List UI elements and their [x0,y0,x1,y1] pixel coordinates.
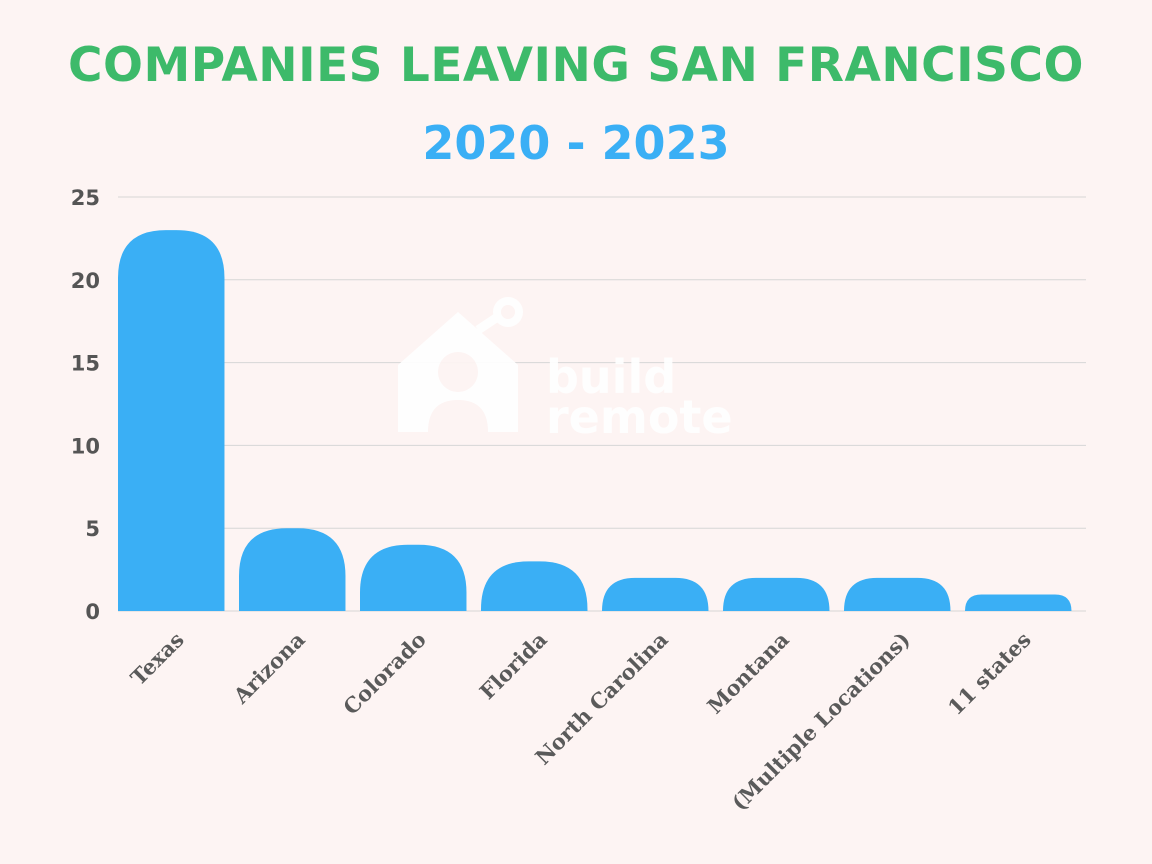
bars [118,230,1072,611]
x-tick-label: Montana [702,627,794,719]
x-tick-label: North Carolina [530,627,673,770]
x-tick-label: 11 states [943,627,1036,720]
y-tick-label: 20 [71,269,100,293]
chart-subtitle: 2020 - 2023 [422,116,730,170]
y-tick-label: 0 [85,600,100,624]
bar-arizona [239,528,346,611]
x-tick-label: Texas [125,627,188,690]
chart-title: COMPANIES LEAVING SAN FRANCISCO [68,38,1084,93]
bar-multiple-locations [844,577,951,611]
x-tick-label: Arizona [228,627,310,709]
watermark-word-build: build [546,350,676,404]
bar-florida [481,561,588,611]
house-icon [398,297,523,432]
bar-north-carolina [602,577,709,611]
y-tick-label: 10 [71,434,100,458]
bar-colorado [360,544,467,611]
watermark-logo: build remote [398,297,733,444]
y-tick-label: 25 [71,186,100,210]
bar-montana [723,577,830,611]
x-tick-label: Colorado [338,627,431,720]
bar-texas [118,230,225,611]
y-tick-label: 5 [85,517,100,541]
watermark-word-remote: remote [546,390,733,444]
y-tick-label: 15 [71,352,100,376]
x-tick-label: Florida [475,627,553,705]
y-axis-ticks: 0 5 10 15 20 25 [71,186,100,624]
bar-11-states [965,594,1072,611]
